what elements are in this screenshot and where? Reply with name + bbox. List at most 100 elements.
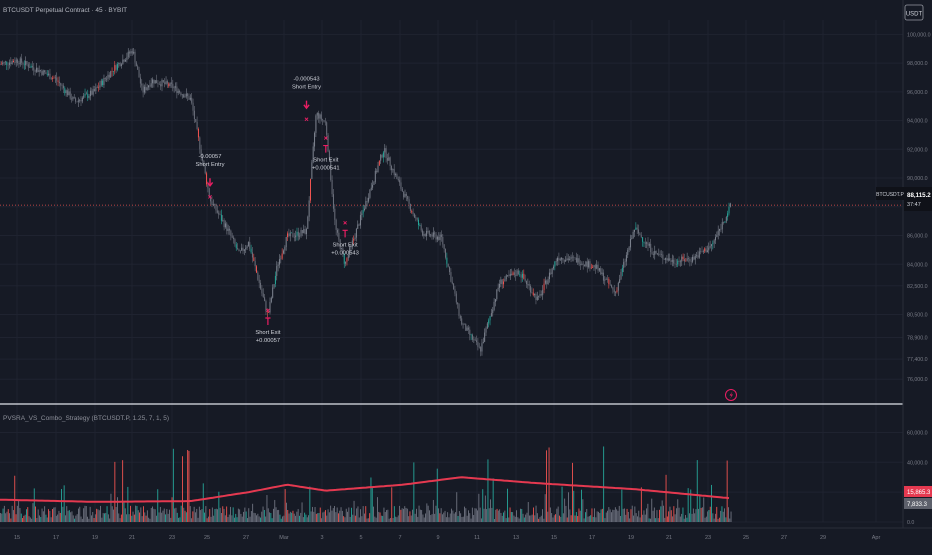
candle-body [206, 173, 208, 185]
candle-body [175, 86, 176, 88]
price-grid [0, 20, 903, 522]
candle-body [23, 64, 25, 66]
short-exit-signal[interactable]: Short Exit +0.000543 [331, 221, 359, 256]
candle-body [184, 96, 186, 98]
volume-bar [183, 507, 185, 522]
volume-bar [388, 518, 390, 522]
volume-bar [508, 517, 510, 522]
volume-bar [440, 508, 442, 522]
candle-body [540, 294, 542, 296]
candle-body [381, 154, 383, 158]
candle-body [458, 304, 460, 317]
candle-body [428, 230, 430, 236]
volume-bar [110, 493, 112, 522]
volume-bar [15, 514, 17, 522]
volume-bar [483, 508, 485, 522]
candle-body [523, 273, 525, 279]
volume-bar [23, 515, 25, 522]
candle-body [310, 179, 311, 201]
candle-body [164, 82, 166, 85]
volume-bar [131, 515, 133, 522]
volume-bar [419, 509, 421, 522]
candle-body [62, 85, 64, 89]
volume-bar [553, 515, 555, 522]
volume-bar [504, 510, 506, 522]
candle-body [499, 283, 500, 288]
volume-bar [445, 517, 447, 522]
volume-bar [6, 511, 8, 522]
candle-body [426, 231, 428, 237]
indicator-label[interactable]: PVSRA_VS_Combo_Strategy (BTCUSDT.P, 1.25… [3, 415, 169, 422]
volume-bar [616, 509, 618, 522]
candle-body [368, 197, 370, 202]
currency-button[interactable]: USDT [904, 4, 924, 21]
time-axis[interactable]: 15 17 19 21 23 25 27 Mar 3 5 7 9 11 13 15 17 19 21 23 25 27 2… [14, 535, 881, 541]
volume-bar [289, 511, 291, 522]
volume-bar [409, 511, 411, 522]
volume-bar [241, 516, 243, 522]
candle-body [656, 253, 658, 255]
short-entry-signal[interactable]: -0.000543 Short Entry [292, 77, 321, 122]
short-exit-signal[interactable]: Short Exit +0.00057 [255, 308, 281, 344]
volume-bar [391, 487, 393, 522]
volume-bar [717, 519, 719, 522]
short-entry-signal[interactable]: -0.00057 Short Entry [196, 154, 225, 199]
candle-body [574, 257, 576, 259]
candle-body [584, 264, 586, 267]
candle-body [725, 217, 727, 222]
candle-body [295, 235, 297, 238]
candle-body [364, 208, 365, 211]
volume-bar [232, 507, 234, 522]
volume-bar [421, 510, 423, 522]
lightning-icon[interactable] [725, 389, 737, 401]
volume-bar [325, 510, 326, 522]
candle-body [593, 265, 595, 267]
candle-body [588, 261, 590, 268]
volume-bar [614, 507, 616, 522]
volume-bar [494, 518, 495, 522]
volume-bar [276, 510, 278, 522]
short-exit-signal[interactable]: Short Exit +0.000541 [312, 136, 340, 172]
volume-bar [319, 507, 321, 522]
candle-body [481, 343, 483, 352]
price-tick-label: 94,000.0 [907, 119, 928, 125]
candle-body [682, 256, 684, 260]
candle-body [436, 236, 438, 240]
candle-body [659, 253, 661, 255]
candle-body [384, 148, 386, 153]
volume-bar [533, 507, 534, 522]
time-tick-label: 17 [589, 535, 595, 541]
volume-bar [37, 509, 39, 522]
volume-bar [523, 517, 525, 522]
volume-bar [534, 515, 536, 522]
candle-body [305, 228, 307, 235]
ma-tag-bg [904, 486, 932, 497]
volume-bar [182, 456, 183, 522]
time-tick-label: 3 [320, 535, 323, 541]
volume-bar [526, 512, 528, 522]
candle-body [342, 248, 344, 255]
volume-bar [235, 513, 237, 522]
volume-tick-label: 60,000.0 [907, 430, 928, 436]
price-axis[interactable]: 100,000.0 98,000.0 96,000.0 94,000.0 92,000.… [907, 32, 931, 383]
candle-body [257, 272, 259, 280]
volume-bar [111, 506, 113, 522]
volume-bar [74, 518, 75, 522]
volume-bar [202, 483, 204, 522]
volume-bar [156, 515, 157, 522]
candle-body [233, 237, 235, 240]
candle-body [29, 67, 31, 68]
volume-bar [429, 510, 430, 522]
volume-bar [438, 508, 439, 522]
candle-body [454, 289, 456, 294]
candle-body [408, 199, 410, 204]
volume-bar [715, 513, 716, 522]
volume-bar [560, 516, 562, 522]
volume-bar [171, 497, 173, 522]
signal-label: +0.000543 [331, 250, 359, 256]
candle-body [283, 250, 284, 254]
candle-body [122, 59, 124, 65]
volume-bar [432, 499, 434, 522]
